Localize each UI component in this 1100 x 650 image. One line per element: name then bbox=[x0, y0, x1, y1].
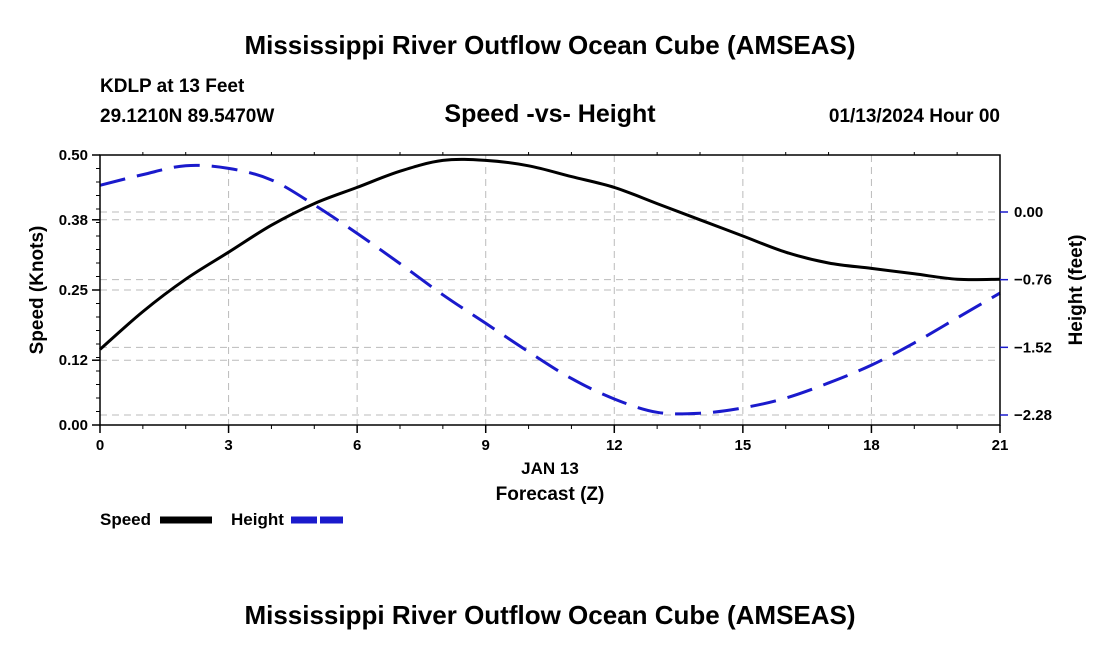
axis-ticks: 0 3 6 9 12 15 18 21 0.00 0.12 0.25 0.38 0.50 0.00 −0.7… bbox=[59, 147, 1052, 454]
speed-line bbox=[99, 157, 1001, 351]
x-tick-label: 0 bbox=[96, 437, 104, 454]
x-tick-label: 12 bbox=[606, 437, 623, 454]
series-lines bbox=[99, 157, 1001, 416]
y2-tick-label: −2.28 bbox=[1014, 407, 1052, 424]
x-axis-label: Forecast (Z) bbox=[496, 484, 605, 505]
station-label: KDLP at 13 Feet bbox=[100, 76, 245, 97]
y-tick-label: 0.50 bbox=[59, 147, 88, 164]
y-tick-label: 0.00 bbox=[59, 417, 88, 434]
y-tick-label: 0.12 bbox=[59, 352, 88, 369]
x-tick-label: 3 bbox=[224, 437, 232, 454]
y2-tick-label: −0.76 bbox=[1014, 272, 1052, 289]
y2-tick-label: 0.00 bbox=[1014, 204, 1043, 221]
x-tick-label: 6 bbox=[353, 437, 361, 454]
x-tick-label: 15 bbox=[735, 437, 752, 454]
page-title: Mississippi River Outflow Ocean Cube (AM… bbox=[244, 30, 856, 60]
x-tick-label: 18 bbox=[863, 437, 880, 454]
y-axis-label: Speed (Knots) bbox=[27, 226, 48, 355]
page-title-bottom: Mississippi River Outflow Ocean Cube (AM… bbox=[244, 600, 856, 630]
legend-height-label: Height bbox=[231, 510, 284, 529]
y2-axis-label: Height (feet) bbox=[1066, 235, 1087, 346]
legend: Speed Height bbox=[100, 510, 343, 529]
x-axis-date-label: JAN 13 bbox=[521, 459, 579, 478]
coordinates-label: 29.1210N 89.5470W bbox=[100, 106, 275, 127]
datetime-label: 01/13/2024 Hour 00 bbox=[828, 106, 1000, 127]
legend-speed-label: Speed bbox=[100, 510, 151, 529]
y-tick-label: 0.38 bbox=[59, 212, 88, 229]
x-tick-label: 9 bbox=[482, 437, 490, 454]
x-tick-label: 21 bbox=[992, 437, 1009, 454]
y-tick-label: 0.25 bbox=[59, 282, 88, 299]
grid bbox=[100, 155, 1000, 425]
chart-title: Speed -vs- Height bbox=[444, 100, 656, 128]
y2-tick-label: −1.52 bbox=[1014, 339, 1052, 356]
height-line bbox=[99, 163, 1001, 416]
